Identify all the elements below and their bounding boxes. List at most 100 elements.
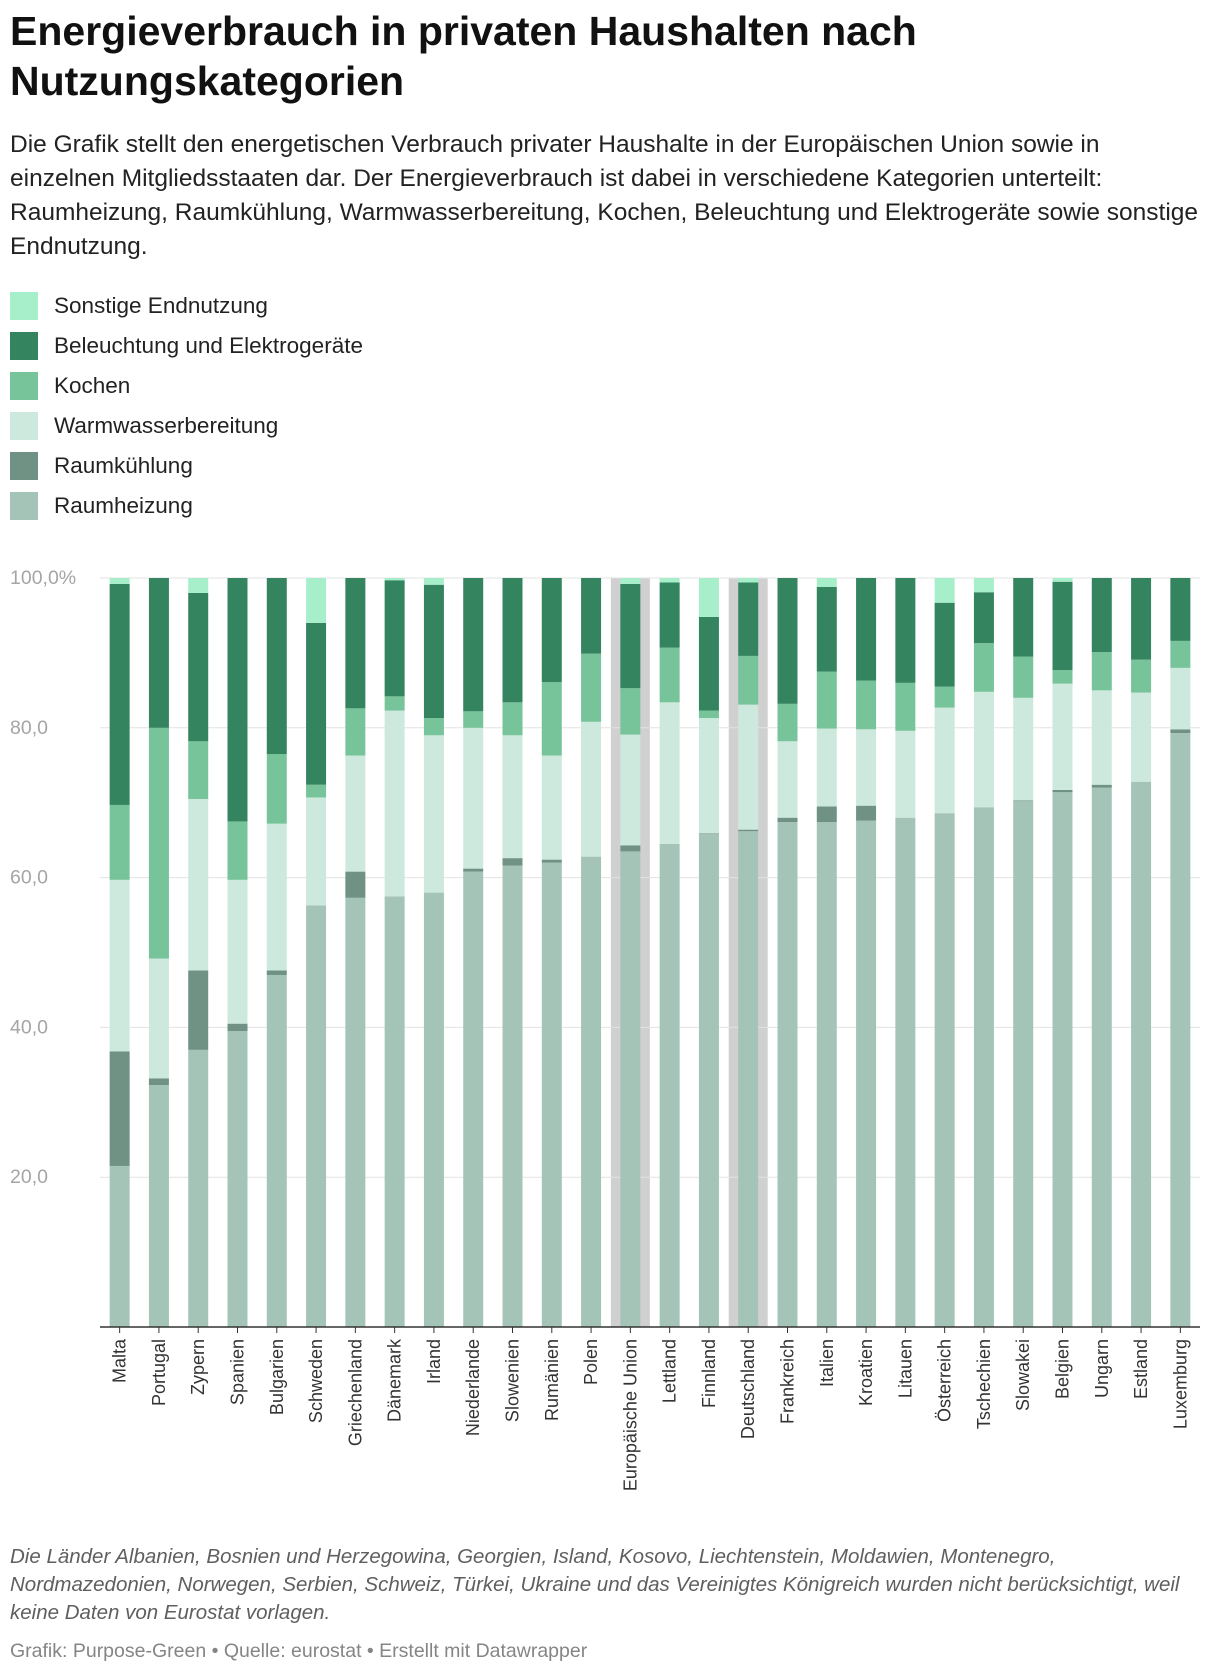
- bar-segment: [856, 578, 877, 681]
- x-tick-label: Spanien: [228, 1339, 248, 1405]
- bar-segment: [1013, 656, 1034, 698]
- bar-segment: [463, 711, 484, 728]
- y-tick-label: 40,0: [10, 1016, 48, 1038]
- bar-segment: [1091, 784, 1112, 788]
- bar-segment: [306, 797, 327, 906]
- x-tick-label: Europäische Union: [620, 1339, 640, 1491]
- bar-segment: [345, 871, 366, 898]
- bar-segment: [502, 578, 523, 703]
- bar-segment: [581, 856, 602, 1327]
- legend-item-beleuchtung: Beleuchtung und Elektrogeräte: [10, 326, 363, 366]
- bar-segment: [502, 735, 523, 859]
- bar-segment: [698, 710, 719, 719]
- bar-segment: [1170, 733, 1191, 1327]
- x-tick-label: Polen: [581, 1339, 601, 1385]
- x-tick-label: Lettland: [660, 1339, 680, 1403]
- legend-swatch: [10, 372, 38, 400]
- bar-segment: [148, 578, 169, 728]
- legend-label: Beleuchtung und Elektrogeräte: [54, 333, 363, 358]
- bar-segment: [856, 820, 877, 1327]
- bar-segment: [973, 643, 994, 692]
- legend-label: Kochen: [54, 373, 131, 398]
- bar-segment: [698, 833, 719, 835]
- bar-segment: [659, 702, 680, 844]
- bar-segment: [1091, 690, 1112, 785]
- bar-segment: [698, 834, 719, 1327]
- stacked-bar-chart: 20,0 40,0 60,0 80,0 100,0% Malta Portugal Zyper…: [10, 567, 1200, 1491]
- footnote: Die Länder Albanien, Bosnien und Herzego…: [10, 1545, 1180, 1624]
- bar-segment: [345, 755, 366, 872]
- bar-segment: [306, 578, 327, 623]
- bar-segment: [777, 578, 798, 704]
- bar-segment: [109, 879, 130, 1052]
- bar-segment: [620, 688, 641, 735]
- x-tick-label: Bulgarien: [267, 1339, 287, 1415]
- legend-item-raumkuehlung: Raumkühlung: [10, 446, 363, 486]
- bar-segment: [659, 582, 680, 648]
- bar-segment: [463, 727, 484, 869]
- bar-segment: [816, 728, 837, 807]
- x-tick-label: Irland: [424, 1339, 444, 1384]
- x-tick-label: Finnland: [699, 1339, 719, 1408]
- bar-segment: [502, 702, 523, 736]
- bar-segment: [698, 616, 719, 711]
- bar-segment: [895, 682, 916, 731]
- bar-segment: [934, 686, 955, 708]
- bar-segment: [423, 718, 444, 736]
- bar-segment: [345, 708, 366, 756]
- x-tick-label: Italien: [817, 1339, 837, 1387]
- bar-segment: [698, 718, 719, 834]
- bar-segment: [1170, 578, 1191, 641]
- bar-segment: [423, 578, 444, 585]
- bar-segment: [1013, 578, 1034, 657]
- bar-segment: [384, 896, 405, 1327]
- bar-segment: [541, 862, 562, 1327]
- bar-segment: [973, 807, 994, 1327]
- bar-segment: [777, 817, 798, 823]
- legend-label: Warmwasserbereitung: [54, 413, 279, 438]
- bar-segment: [384, 578, 405, 581]
- legend-item-sonstige-endnutzung: Sonstige Endnutzung: [10, 286, 363, 326]
- legend-label: Sonstige Endnutzung: [54, 293, 268, 318]
- bar-segment: [1052, 683, 1073, 790]
- bar-segment: [738, 704, 759, 830]
- bar-segment: [227, 1023, 248, 1032]
- bar-segment: [188, 798, 209, 971]
- bar-segment: [148, 1078, 169, 1086]
- bar-segment: [345, 897, 366, 1327]
- legend-swatch: [10, 292, 38, 320]
- legend-swatch: [10, 452, 38, 480]
- y-tick-label: 100,0%: [10, 567, 76, 589]
- bar-segment: [109, 578, 130, 584]
- bar-segment: [541, 682, 562, 756]
- bar-segment: [738, 829, 759, 832]
- bar-segment: [266, 970, 287, 975]
- bar-segment: [973, 691, 994, 808]
- legend-label: Raumkühlung: [54, 453, 193, 478]
- chart-title: Energieverbrauch in privaten Haushalten …: [10, 8, 917, 104]
- bar-segment: [581, 653, 602, 722]
- bar-segment: [856, 805, 877, 821]
- bar-segment: [816, 822, 837, 1327]
- x-tick-label: Luxemburg: [1170, 1339, 1190, 1429]
- legend: Sonstige Endnutzung Beleuchtung und Elek…: [10, 286, 363, 526]
- bar-segment: [1091, 787, 1112, 1327]
- bar-segment: [1052, 789, 1073, 793]
- bar-segment: [306, 622, 327, 785]
- x-tick-label: Dänemark: [385, 1338, 405, 1422]
- bar-segment: [777, 741, 798, 818]
- bar-segment: [227, 879, 248, 1024]
- bar-segment: [659, 578, 680, 583]
- bar-segment: [423, 584, 444, 719]
- bar-segment: [1131, 692, 1152, 782]
- bar-segment: [502, 865, 523, 1327]
- x-tick-label: Frankreich: [778, 1339, 798, 1424]
- source-credit: Grafik: Purpose-Green • Quelle: eurostat…: [10, 1640, 588, 1662]
- y-tick-label: 20,0: [10, 1166, 48, 1188]
- bar-segment: [581, 578, 602, 654]
- bar-segment: [816, 586, 837, 672]
- bar-segment: [148, 958, 169, 1079]
- bar-segment: [423, 735, 444, 893]
- bar-segment: [1131, 578, 1152, 660]
